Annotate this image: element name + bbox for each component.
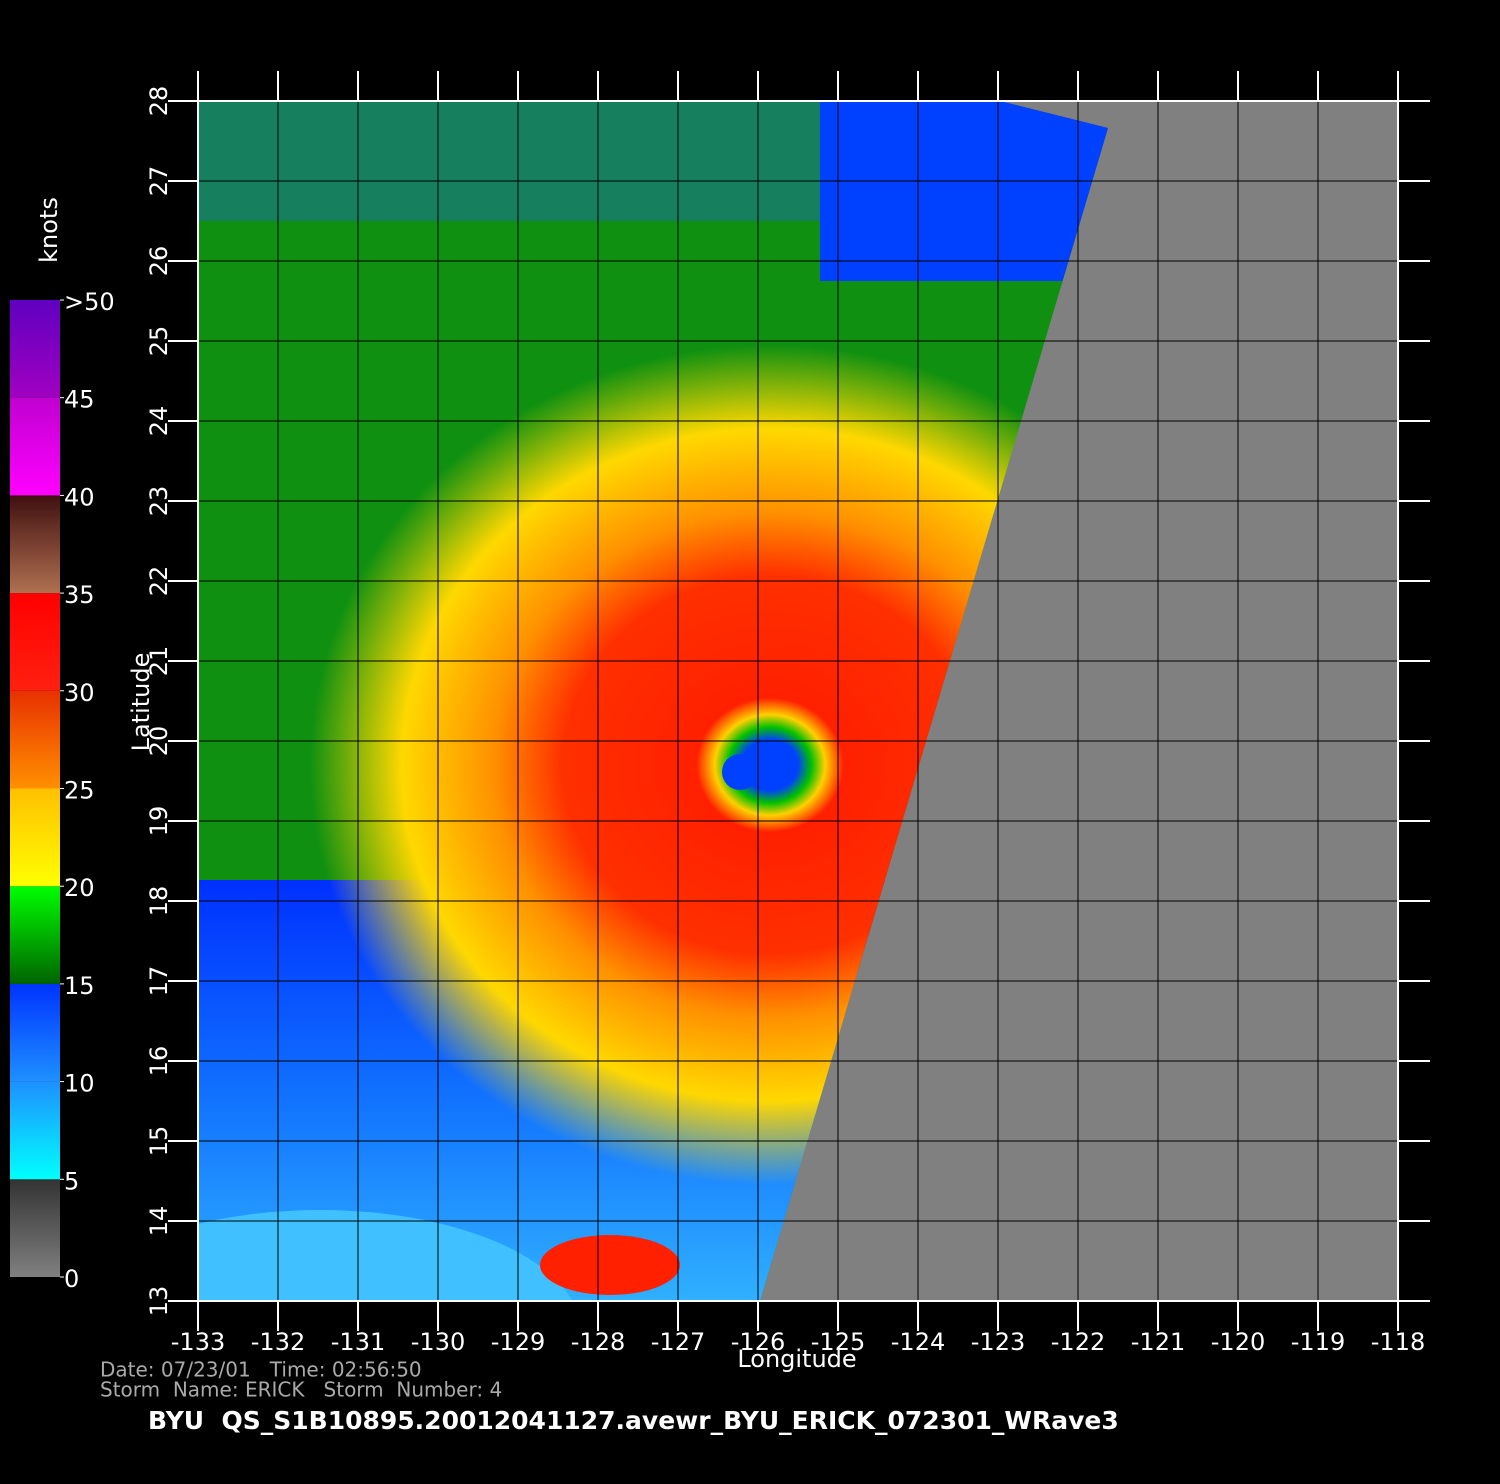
colorbar-tick-label: 20 <box>64 874 95 902</box>
colorbar-tick-label: 5 <box>64 1167 79 1195</box>
colorbar-tick-label: 35 <box>64 581 95 609</box>
x-tick-label: -131 <box>331 1328 385 1356</box>
colorbar-tick-label: 10 <box>64 1070 95 1098</box>
colorbar-band <box>10 983 60 1082</box>
x-tick-label: -132 <box>251 1328 305 1356</box>
y-tick-label: 19 <box>145 806 173 837</box>
y-tick-label: 14 <box>145 1206 173 1237</box>
x-tick-label: -118 <box>1371 1328 1425 1356</box>
y-tick-label: 25 <box>145 326 173 357</box>
colorbar-tick-label: 15 <box>64 972 95 1000</box>
colorbar-tick-label: 45 <box>64 386 95 414</box>
y-tick-label: 17 <box>145 966 173 997</box>
x-tick-label: -125 <box>811 1328 865 1356</box>
colorbar-band <box>10 495 60 594</box>
colorbar-tick-label: 30 <box>64 679 95 707</box>
y-tick-label: 18 <box>145 886 173 917</box>
x-tick-label: -128 <box>571 1328 625 1356</box>
axes: -133 -132 -131 -130 -129 -128 -127 -126 -125 -124… <box>127 71 1430 1373</box>
footer-title: BYU QS_S1B10895.20012041127.avewr_BYU_ER… <box>148 1406 1119 1435</box>
x-axis-label: Longitude <box>737 1345 856 1373</box>
x-tick-label: -119 <box>1291 1328 1345 1356</box>
x-tick-label: -121 <box>1131 1328 1185 1356</box>
y-tick-label: 27 <box>145 166 173 197</box>
x-tick-label: -127 <box>651 1328 705 1356</box>
colorbar-tick-label: 0 <box>64 1265 79 1293</box>
x-tick-label: -129 <box>491 1328 545 1356</box>
colorbar-band <box>10 690 60 789</box>
y-tick-label: 21 <box>145 646 173 677</box>
colorbar-tick-label: >50 <box>64 288 115 316</box>
x-tick-label: -123 <box>971 1328 1025 1356</box>
y-tick-label: 20 <box>145 726 173 757</box>
colorbar-band <box>10 886 60 984</box>
x-tick-label: -126 <box>731 1328 785 1356</box>
y-tick-label: 13 <box>145 1286 173 1317</box>
x-tick-label: -124 <box>891 1328 945 1356</box>
colorbar-band <box>10 1081 60 1180</box>
colorbar-band <box>10 788 60 887</box>
info-line: Date: 07/23/01 Time: 02:56:50 <box>100 1358 422 1382</box>
colorbar-tick-label: 25 <box>64 777 95 805</box>
colorbar-band <box>10 1179 60 1277</box>
colorbar-label: knots <box>35 197 63 263</box>
info-line: Storm Name: ERICK Storm Number: 4 <box>100 1378 502 1402</box>
y-axis-label: Latitude <box>127 653 155 752</box>
x-tick-label: -133 <box>171 1328 225 1356</box>
x-tick-label: -120 <box>1211 1328 1265 1356</box>
colorbar-band <box>10 397 60 496</box>
y-tick-label: 16 <box>145 1046 173 1077</box>
y-tick-label: 24 <box>145 406 173 437</box>
y-tick-label: 28 <box>145 86 173 117</box>
y-tick-label: 22 <box>145 566 173 597</box>
colorbar-tick-label: 40 <box>64 483 95 511</box>
colorbar-band <box>10 593 60 691</box>
y-tick-label: 26 <box>145 246 173 277</box>
x-tick-label: -122 <box>1051 1328 1105 1356</box>
x-tick-label: -130 <box>411 1328 465 1356</box>
colorbar-band <box>10 300 60 398</box>
y-tick-label: 15 <box>145 1126 173 1157</box>
y-tick-label: 23 <box>145 486 173 517</box>
